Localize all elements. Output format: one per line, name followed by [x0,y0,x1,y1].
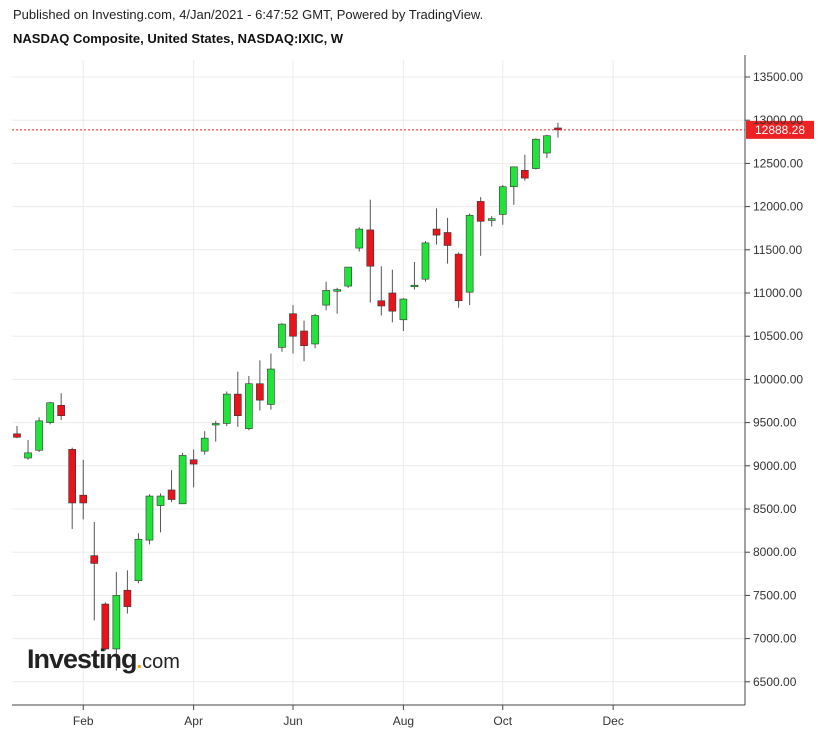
candle-up [200,437,209,452]
x-tick-label: Feb [73,714,94,728]
candle-down [79,494,88,504]
candle-down [234,393,242,416]
candle-up [134,538,143,582]
candle-down [101,603,110,650]
candle-up [222,393,231,424]
candle-down [521,170,529,179]
axes: 6500.00 7000.00 7500.00 8000.00 8500.00 9000.… [12,55,803,728]
candle-up [46,402,54,423]
y-tick-label: 7000.00 [753,632,797,646]
candle-down [57,405,65,416]
investing-logo: Investing.com [27,644,180,675]
y-tick-label: 7500.00 [753,588,797,602]
y-tick-label: 8000.00 [753,545,797,559]
candle-up [465,214,474,293]
candle-down [13,433,21,438]
candle-down [90,555,99,564]
candle-down [432,228,441,236]
y-tick-label: 11500.00 [753,243,802,257]
x-tick-label: Apr [184,714,203,728]
candle-up [145,495,154,541]
candle-up [487,218,496,221]
x-tick-label: Oct [493,714,512,728]
candle-down [123,589,132,607]
candle-up [35,420,43,451]
last-price-line: 12888.28 [12,120,814,139]
candle-up [333,289,341,292]
candle-down [68,449,76,504]
candle-up [211,423,220,426]
y-tick-label: 13000.00 [753,113,803,127]
y-tick-label: 9500.00 [753,416,797,430]
last-price-badge [746,120,814,139]
candle-up [156,495,165,506]
y-tick-label: 10000.00 [753,372,803,386]
logo-suffix: com [142,651,180,673]
candle-up [311,315,319,345]
candle-down [289,313,297,337]
candle-down [476,201,485,222]
candle-down [366,229,375,267]
grid-lines [12,60,745,705]
y-tick-label: 13500.00 [753,70,803,84]
published-note: Published on Investing.com, 4/Jan/2021 -… [13,7,484,22]
candle-up [532,138,540,169]
y-tick-label: 11000.00 [753,286,802,300]
y-tick-label: 10500.00 [753,329,803,343]
candle-up [278,323,286,348]
logo-brand: Investing [27,644,138,674]
candle-up [355,228,364,249]
candle-down [388,292,397,312]
candle-up [410,284,419,288]
candle-down [454,253,463,302]
candle-down [377,300,386,307]
y-tick-label: 8500.00 [753,502,797,516]
y-tick-label: 9000.00 [753,459,797,473]
candle-up [24,452,32,459]
candle-down [189,459,198,465]
candle-up [112,595,121,650]
candle-up [178,455,187,505]
candle-up [245,383,253,429]
candle-down [300,330,308,347]
candle-up [421,242,430,280]
x-tick-label: Aug [393,714,414,728]
x-tick-label: Dec [602,714,623,728]
y-tick-label: 6500.00 [753,675,797,689]
candle-up [399,298,408,321]
candle-down [167,489,176,500]
candle-down [443,232,452,246]
candle-up [322,290,330,306]
chart-title: NASDAQ Composite, United States, NASDAQ:… [13,31,344,46]
logo-dot: . [136,651,143,673]
candles [13,122,562,671]
y-tick-label: 12000.00 [753,200,803,214]
last-price-label: 12888.28 [755,123,805,137]
x-tick-label: Jun [283,714,302,728]
candle-up [543,135,551,154]
y-tick-label: 12500.00 [753,156,803,170]
candle-up [267,368,275,405]
candle-up [498,186,507,215]
candle-down [256,383,264,401]
candle-up [344,266,353,287]
candle-up [509,166,518,188]
